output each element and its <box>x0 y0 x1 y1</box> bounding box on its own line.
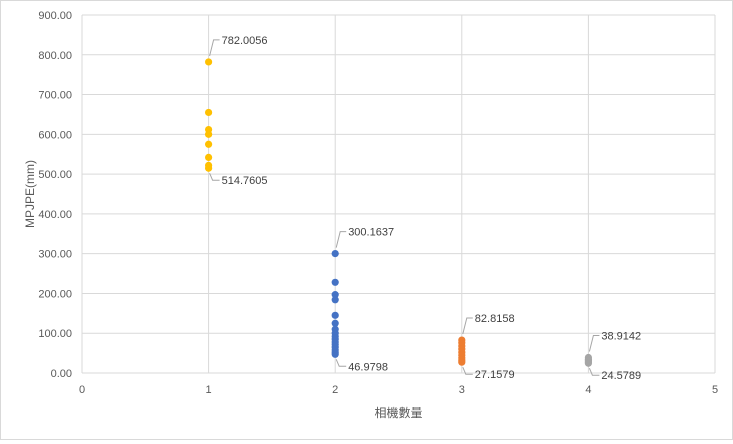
callout-leader-line <box>336 232 346 248</box>
data-callout-label: 27.1579 <box>475 369 515 381</box>
data-callout-label: 24.5789 <box>601 370 641 382</box>
data-point <box>332 250 339 257</box>
y-tick-label: 200.00 <box>38 288 72 300</box>
data-point <box>205 141 212 148</box>
data-point <box>332 312 339 319</box>
y-axis-title: MPJPE(mm) <box>23 160 37 228</box>
x-tick-label: 1 <box>206 384 212 396</box>
y-tick-label: 900.00 <box>38 10 72 22</box>
x-tick-label: 2 <box>332 384 338 396</box>
data-callout-label: 82.8158 <box>475 313 515 325</box>
x-tick-label: 4 <box>585 384 591 396</box>
data-point <box>205 154 212 161</box>
y-tick-label: 400.00 <box>38 209 72 221</box>
callout-leader-line <box>589 368 599 375</box>
callout-leader-line <box>463 318 473 334</box>
data-callout-label: 46.9798 <box>348 361 388 373</box>
data-point <box>205 131 212 138</box>
y-tick-label: 600.00 <box>38 129 72 141</box>
y-tick-label: 700.00 <box>38 90 72 102</box>
data-callouts: 782.0056 514.7605 300.1637 46.9798 82.8158 27… <box>210 35 642 382</box>
x-tick-label: 3 <box>459 384 465 396</box>
data-point <box>205 165 212 172</box>
x-axis-title: 相機數量 <box>374 405 422 420</box>
callout-leader-line <box>589 336 599 352</box>
y-tick-label: 500.00 <box>38 169 72 181</box>
y-tick-label: 100.00 <box>38 328 72 340</box>
x-tick-label: 5 <box>712 384 718 396</box>
gridlines <box>82 15 715 373</box>
data-point <box>458 359 465 366</box>
data-point <box>332 279 339 286</box>
data-callout-label: 38.9142 <box>601 331 641 343</box>
y-tick-label: 800.00 <box>38 50 72 62</box>
data-callout-label: 300.1637 <box>348 227 394 239</box>
y-tick-label: 0.00 <box>51 368 72 380</box>
data-callout-label: 782.0056 <box>222 35 268 47</box>
data-point <box>205 58 212 65</box>
data-point <box>332 296 339 303</box>
data-callout-label: 514.7605 <box>222 175 268 187</box>
data-points <box>205 58 592 366</box>
callout-leader-line <box>336 359 346 366</box>
data-point <box>332 351 339 358</box>
data-point <box>585 360 592 367</box>
y-tick-label: 300.00 <box>38 249 72 261</box>
data-point <box>205 109 212 116</box>
x-tick-label: 0 <box>79 384 85 396</box>
callout-leader-line <box>210 40 220 56</box>
